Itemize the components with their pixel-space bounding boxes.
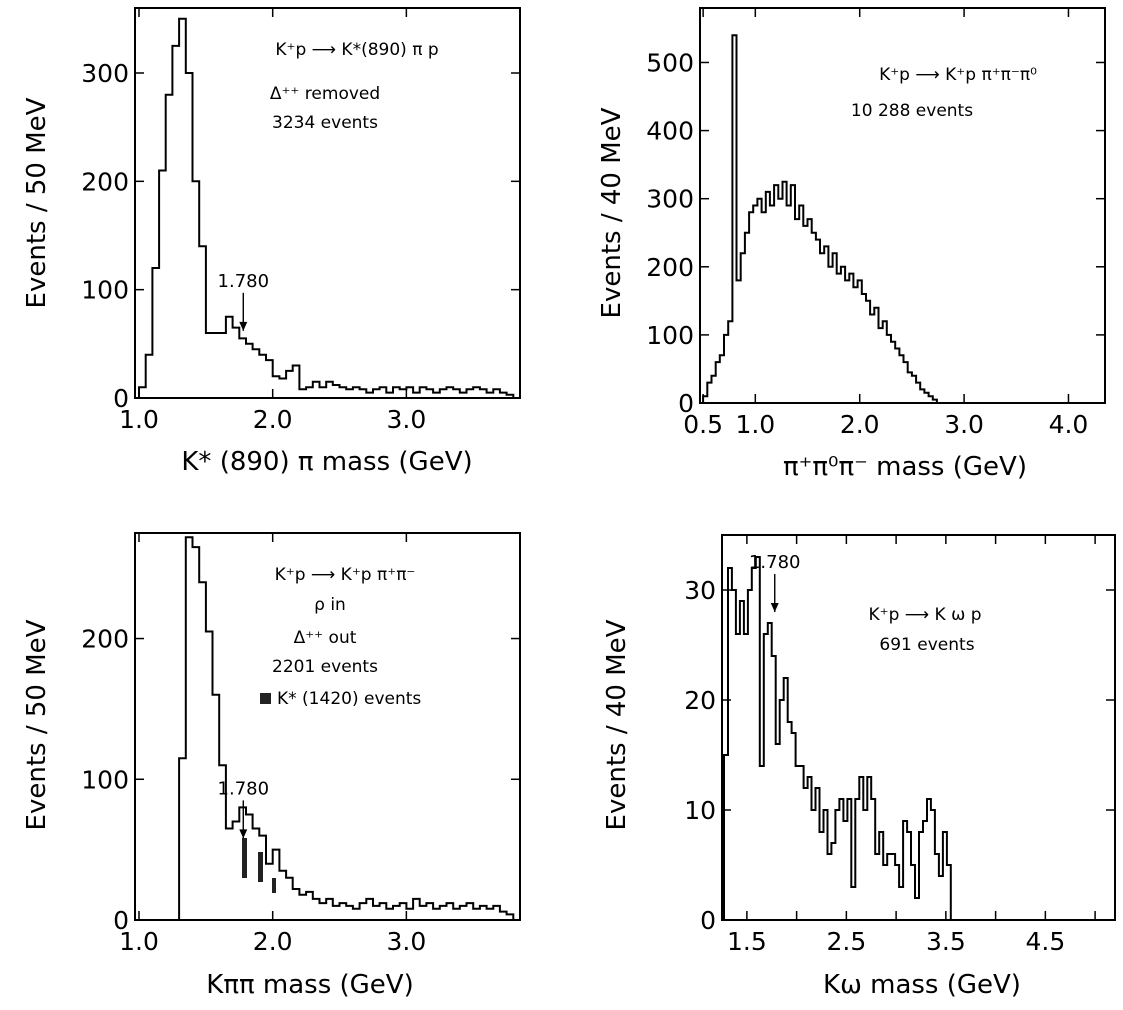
x-axis: 0.5 1.0 2.0 3.0 4.0 [683, 8, 1088, 439]
arrow-label: 1.780 [218, 778, 270, 799]
x-tick-label: 4.5 [1025, 927, 1065, 956]
y-tick-label: 200 [81, 625, 129, 654]
arrow-head [239, 321, 248, 331]
reaction-annotation: K⁺p ⟶ K⁺p π⁺π⁻π⁰ [879, 65, 1037, 85]
y-tick-label: 300 [81, 59, 129, 88]
y-tick-label: 0 [113, 384, 129, 413]
event-count-annotation: 3234 events [272, 113, 378, 133]
chart-k-pi-pi-mass: 1.0 2.0 3.0 0 100 200 Kππ mass (GeV) Events … [22, 532, 521, 1000]
y-axis: 0 100 200 300 400 500 [646, 48, 1105, 418]
y-tick-label: 300 [646, 185, 694, 214]
y-axis: 0 10 20 30 [684, 576, 1115, 935]
x-axis: 1.0 2.0 3.0 [119, 533, 426, 956]
reaction-annotation: K⁺p ⟶ K*(890) π p [275, 40, 438, 60]
k-star-1420-shaded-region [242, 838, 276, 893]
histogram-line [723, 556, 955, 921]
delta-annotation: Δ⁺⁺ out [294, 628, 357, 648]
y-tick-label: 200 [646, 253, 694, 282]
event-count-annotation: 691 events [879, 635, 974, 655]
x-tick-label: 1.0 [735, 410, 775, 439]
reaction-annotation: K⁺p ⟶ K⁺p π⁺π⁻ [275, 565, 416, 585]
x-tick-label: 2.5 [826, 927, 866, 956]
arrow-label: 1.780 [218, 271, 270, 292]
y-tick-label: 200 [81, 167, 129, 196]
x-axis-label: Kω mass (GeV) [823, 970, 1021, 1000]
shaded-bin [242, 838, 247, 878]
chart-k-omega-mass: 1.5 2.5 3.5 4.5 0 10 20 30 Kω mass (GeV) Event… [602, 534, 1116, 1000]
x-tick-label: 3.0 [386, 927, 426, 956]
x-axis-label: π⁺π⁰π⁻ mass (GeV) [783, 452, 1027, 482]
x-tick-label: 1.0 [119, 927, 159, 956]
y-tick-label: 0 [700, 906, 716, 935]
plot-frame [134, 532, 521, 921]
shaded-bin [272, 878, 276, 893]
y-axis-label: Events / 40 MeV [597, 107, 627, 318]
arrow-head [239, 829, 248, 839]
mass-arrow: 1.780 [218, 778, 270, 839]
y-tick-label: 100 [646, 321, 694, 350]
plot-frame [134, 7, 521, 399]
y-tick-label: 30 [684, 576, 716, 605]
histogram-line [139, 536, 520, 921]
x-tick-label: 3.5 [926, 927, 966, 956]
y-axis: 0 100 200 300 [81, 59, 520, 413]
legend-label: K* (1420) events [277, 689, 421, 709]
y-tick-label: 0 [113, 906, 129, 935]
event-count-annotation: 2201 events [272, 657, 378, 677]
x-axis-label: K* (890) π mass (GeV) [181, 447, 472, 477]
x-axis: 1.0 2.0 3.0 [119, 8, 426, 434]
x-tick-label: 0.5 [683, 410, 723, 439]
chart-k-star-890-pi-mass: 1.0 2.0 3.0 0 100 200 300 K* (890) π mass (Ge… [22, 7, 521, 477]
mass-arrow: 1.780 [749, 552, 801, 612]
chart-three-pion-mass: 0.5 1.0 2.0 3.0 4.0 0 100 200 300 400 500 π⁺π⁰π⁻ … [597, 7, 1106, 482]
y-tick-label: 10 [684, 796, 716, 825]
legend-swatch [260, 693, 271, 704]
y-tick-label: 0 [678, 389, 694, 418]
y-axis: 0 100 200 [81, 625, 520, 935]
reaction-annotation: K⁺p ⟶ K ω p [868, 605, 981, 625]
y-tick-label: 20 [684, 686, 716, 715]
x-tick-label: 3.0 [944, 410, 984, 439]
x-tick-label: 2.0 [840, 410, 880, 439]
event-count-annotation: 10 288 events [851, 101, 973, 121]
x-axis-label: Kππ mass (GeV) [206, 970, 413, 1000]
arrow-label: 1.780 [749, 552, 801, 573]
rho-annotation: ρ in [314, 595, 346, 615]
plot-frame [699, 7, 1106, 404]
histogram-line [702, 34, 942, 404]
cut-annotation: Δ⁺⁺ removed [270, 84, 380, 104]
x-tick-label: 1.0 [119, 405, 159, 434]
mass-arrow: 1.780 [218, 271, 270, 331]
x-tick-label: 3.0 [386, 405, 426, 434]
y-axis-label: Events / 50 MeV [22, 97, 52, 308]
y-tick-label: 100 [81, 765, 129, 794]
histogram-line [138, 17, 520, 399]
y-axis-label: Events / 50 MeV [22, 619, 52, 830]
x-tick-label: 1.5 [727, 927, 767, 956]
y-tick-label: 500 [646, 48, 694, 77]
x-tick-label: 4.0 [1049, 410, 1089, 439]
shaded-bin [258, 852, 263, 882]
x-axis: 1.5 2.5 3.5 4.5 [727, 535, 1096, 956]
plot-frame [721, 534, 1116, 921]
y-axis-label: Events / 40 MeV [602, 619, 632, 830]
x-tick-label: 2.0 [253, 405, 293, 434]
y-tick-label: 100 [81, 276, 129, 305]
arrow-head [770, 603, 779, 612]
x-tick-label: 2.0 [253, 927, 293, 956]
y-tick-label: 400 [646, 117, 694, 146]
